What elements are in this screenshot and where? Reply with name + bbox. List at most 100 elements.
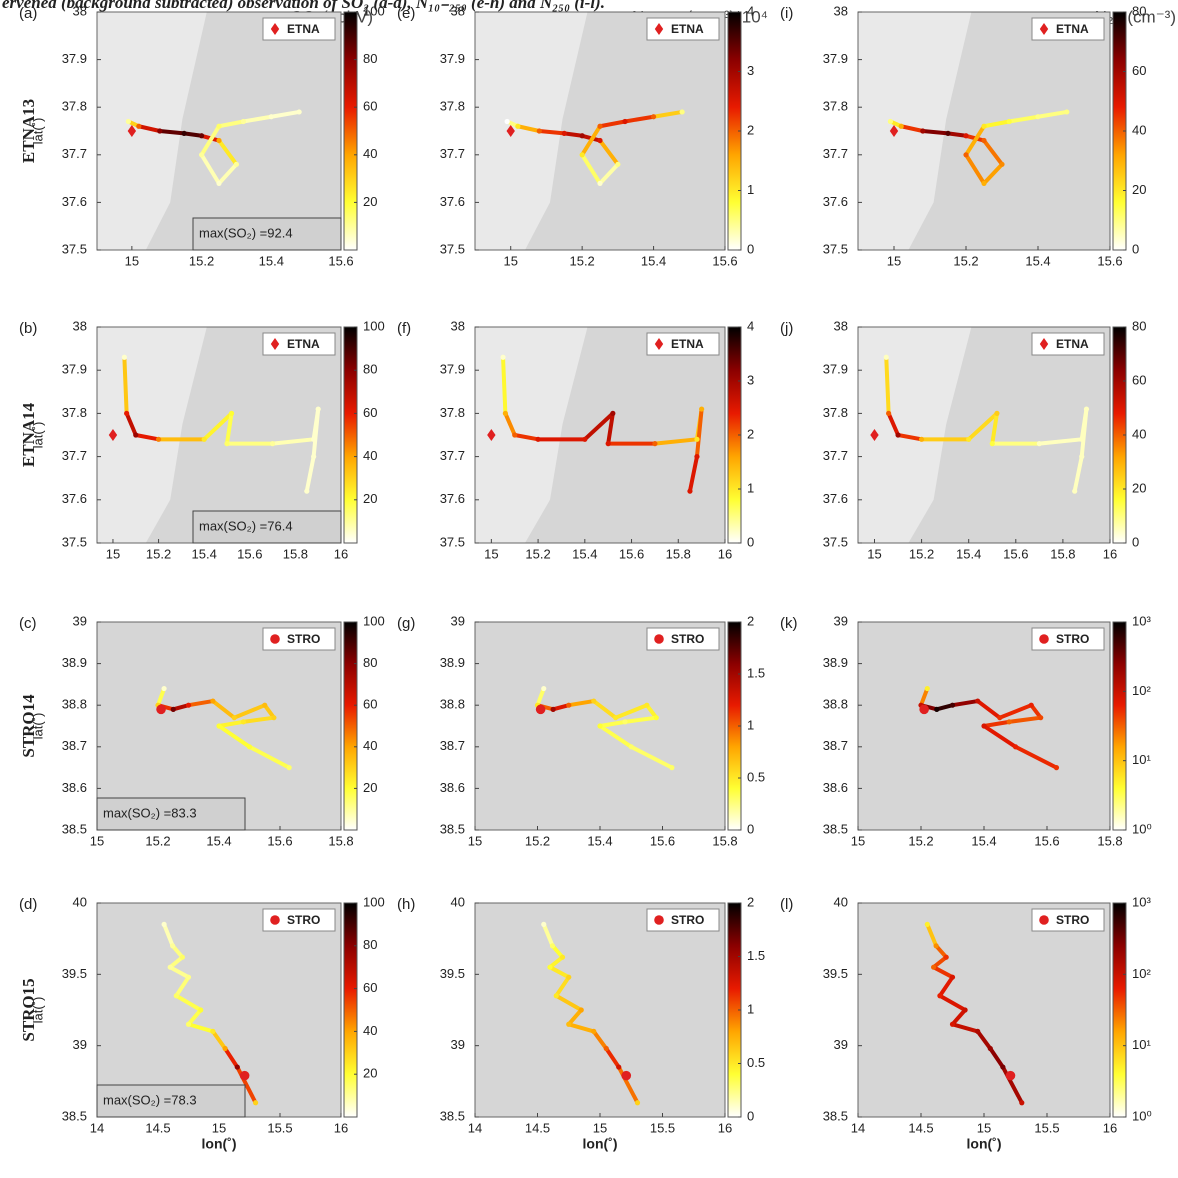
- colorbar-tick-label: 2: [747, 894, 754, 909]
- x-tick-label: 15.2: [908, 833, 933, 848]
- track-point: [687, 488, 693, 494]
- track-segment: [537, 129, 567, 136]
- track-point: [170, 943, 176, 949]
- track-point: [216, 180, 222, 186]
- track-point: [997, 715, 1003, 721]
- colorbar-tick-label: 80: [363, 362, 377, 377]
- annotation-box: [96, 1084, 246, 1118]
- x-tick-label: 15.6: [328, 253, 353, 268]
- y-tick-label: 37.6: [62, 491, 87, 506]
- panel-letter: (l): [780, 896, 793, 913]
- track-point: [591, 698, 597, 704]
- track-point: [1072, 488, 1078, 494]
- track-segment: [950, 699, 980, 708]
- y-tick-label: 37.8: [62, 405, 87, 420]
- track-point: [1019, 1100, 1025, 1106]
- track-point: [966, 436, 972, 442]
- track-point: [694, 454, 700, 460]
- track-point: [181, 130, 187, 136]
- y-tick-label: 37.7: [823, 448, 848, 463]
- panel-letter: (c): [19, 615, 37, 632]
- track-point: [124, 410, 130, 416]
- x-tick-label: 15.2: [145, 833, 170, 848]
- x-tick-label: 15.4: [956, 546, 981, 561]
- x-tick-label: 15.4: [1025, 253, 1050, 268]
- legend-label: ETNA: [1056, 22, 1089, 36]
- x-tick-label: 15.5: [650, 1120, 675, 1135]
- track-point: [216, 137, 222, 144]
- y-tick-label: 40: [834, 894, 848, 909]
- y-tick-label: 38.6: [62, 780, 87, 795]
- track-point: [975, 1028, 981, 1034]
- track-point: [185, 1021, 192, 1027]
- track-point: [512, 432, 518, 438]
- track-segment: [171, 703, 191, 712]
- track-point: [515, 123, 521, 129]
- y-axis-label: lat(˚): [30, 118, 45, 145]
- track-point: [210, 1028, 216, 1034]
- y-tick-label: 38.7: [440, 738, 465, 753]
- row-label: STRO15: [19, 978, 38, 1041]
- legend-box: [262, 627, 336, 651]
- track-segment: [186, 1008, 203, 1027]
- colorbar-tick-label: 40: [363, 1023, 377, 1038]
- colorbar-tick-label: 4: [747, 318, 754, 333]
- legend-symbol: [654, 634, 664, 644]
- x-tick-label: 15.5: [1034, 1120, 1059, 1135]
- x-tick-label: 15: [867, 546, 881, 561]
- site-marker: [487, 429, 496, 441]
- track-point: [615, 161, 621, 167]
- y-tick-label: 37.9: [440, 51, 465, 66]
- y-tick-label: 38.5: [823, 1108, 848, 1123]
- track-segment: [217, 138, 239, 167]
- track-point: [579, 133, 585, 139]
- colorbar-tick-label: 40: [363, 146, 377, 161]
- site-marker: [621, 1070, 632, 1081]
- colorbar-tick-label: 3: [747, 63, 754, 78]
- colorbar-tick-label: 80: [363, 51, 377, 66]
- legend-label: STRO: [1056, 632, 1089, 646]
- site-marker: [506, 125, 515, 137]
- y-tick-label: 38: [451, 318, 465, 333]
- x-axis-label: lon(˚): [967, 1136, 1002, 1152]
- track-point: [1036, 441, 1042, 447]
- panel: (f) 15 15.2 15.4 15.6 15.8 16 37.5 37.6 37.7 37.8 3…: [397, 318, 754, 561]
- track-segment: [982, 138, 1004, 167]
- track-point: [987, 1045, 993, 1052]
- x-tick-label: 15.4: [206, 833, 231, 848]
- track-segment: [964, 124, 986, 157]
- track-point: [561, 130, 567, 136]
- track-segment: [964, 152, 986, 186]
- track-segment: [1007, 715, 1043, 724]
- colorbar-tick-label: 10²: [1132, 683, 1151, 698]
- track-segment: [937, 975, 955, 998]
- x-tick-label: 15.6: [619, 546, 644, 561]
- annotation: max(SO₂) =92.4: [199, 225, 293, 240]
- track-point: [949, 702, 956, 708]
- annotation-box: [192, 510, 342, 544]
- y-tick-label: 38.8: [440, 697, 465, 712]
- y-tick-label: 37.6: [440, 491, 465, 506]
- track-segment: [931, 965, 955, 980]
- x-axis-label: lon(˚): [202, 1136, 237, 1152]
- track-point: [603, 1045, 609, 1052]
- track-point: [981, 723, 987, 729]
- track-point: [253, 1100, 259, 1106]
- colorbar-tick-label: 0.5: [747, 769, 765, 784]
- legend-label: STRO: [287, 632, 320, 646]
- x-tick-label: 15.8: [1097, 833, 1122, 848]
- track-point: [246, 744, 253, 750]
- track-segment: [168, 965, 191, 980]
- x-axis-label: lon(˚): [583, 1136, 618, 1152]
- y-tick-label: 39: [451, 613, 465, 628]
- colorbar: [343, 11, 358, 251]
- track-segment: [966, 411, 999, 442]
- y-tick-label: 40: [451, 894, 465, 909]
- y-tick-label: 38.6: [440, 780, 465, 795]
- track-segment: [623, 114, 656, 124]
- panel: (e) 15 15.2 15.4 15.6 37.5 37.6 37.7 37.8 37.9 38 E…: [397, 3, 754, 268]
- track-point: [937, 993, 943, 999]
- panel: (a) 15 15.2 15.4 15.6 37.5 37.6 37.7 37.8 37.9 38 l…: [19, 3, 385, 268]
- track-segment: [598, 724, 634, 749]
- track-point: [541, 685, 547, 692]
